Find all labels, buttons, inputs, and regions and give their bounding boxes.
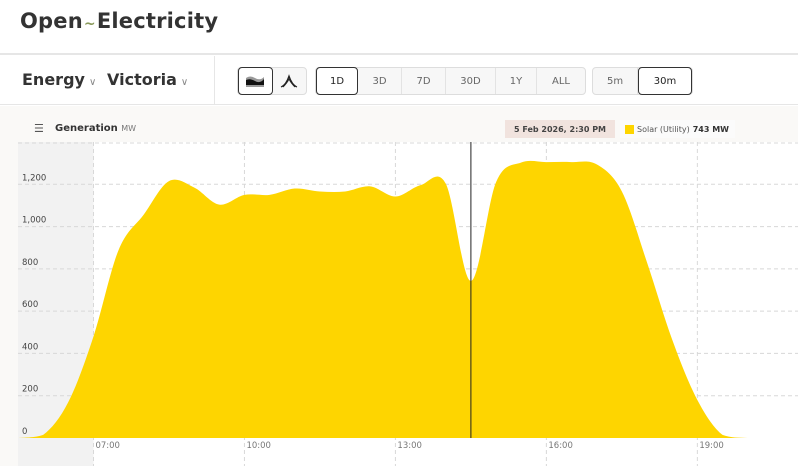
x-tick-label: 07:00 [95,441,120,451]
stacked-area-icon [246,76,265,87]
range-group: 1D 3D 7D 30D 1Y ALL [315,67,586,95]
metric-label: Energy [22,70,85,89]
region-selector[interactable]: Victoria ∨ [107,70,188,89]
divider [214,56,215,105]
logo-text-electricity: Electricity [96,9,219,33]
y-tick-label: 1,200 [22,173,46,183]
menu-icon[interactable]: ☰ [34,122,44,135]
x-tick-label: 16:00 [548,441,573,451]
chart-title-text: Generation [55,123,118,134]
x-tick-label: 10:00 [246,441,270,451]
line-chart-button[interactable] [273,68,307,94]
interval-group: 5m 30m [592,67,693,95]
tooltip-date: 5 Feb 2026, 2:30 PM [505,120,615,138]
line-chart-icon [280,74,298,88]
chart-unit: MW [121,124,137,133]
range-3d-button[interactable]: 3D [358,68,402,94]
y-tick-label: 400 [22,342,38,352]
y-tick-label: 200 [22,385,38,395]
range-1d-button[interactable]: 1D [316,67,358,95]
chevron-down-icon: ∨ [88,77,97,88]
chart-header: ☰ Generation MW 5 Feb 2026, 2:30 PM Sola… [0,118,798,140]
app-header: Open~Electricity [0,0,798,55]
legend-label: Solar (Utility) [637,124,690,134]
x-tick-label: 19:00 [699,441,724,451]
x-tick-label: 13:00 [397,441,422,451]
interval-5m-button[interactable]: 5m [593,68,639,94]
legend-item-solar: Solar (Utility) 743 MW [620,120,735,138]
y-tick-label: 600 [22,300,38,310]
chart-type-group [237,67,307,95]
range-7d-button[interactable]: 7D [402,68,446,94]
chart-title: Generation MW [55,123,136,134]
range-all-button[interactable]: ALL [552,75,570,87]
legend-value: 743 MW [692,124,729,134]
range-30d-button[interactable]: 30D [446,68,496,94]
range-1y-button[interactable]: 1Y [496,68,537,94]
chevron-down-icon: ∨ [180,77,189,88]
interval-30m-button[interactable]: 30m [638,67,692,95]
region-label: Victoria [107,70,177,89]
legend-swatch [625,124,634,134]
solar-area [18,160,798,438]
metric-selector[interactable]: Energy ∨ [22,70,96,89]
stacked-area-button[interactable] [238,67,273,95]
y-tick-label: 1,000 [22,216,46,226]
logo-wave-icon: ~ [83,16,96,32]
logo[interactable]: Open~Electricity [20,9,218,33]
y-tick-label: 800 [22,258,38,268]
y-tick-label: 0 [22,427,27,437]
logo-text-open: Open [20,9,83,33]
toolbar: Energy ∨ Victoria ∨ 1D 3D 7D 30D 1Y ALL 5m… [0,56,798,105]
